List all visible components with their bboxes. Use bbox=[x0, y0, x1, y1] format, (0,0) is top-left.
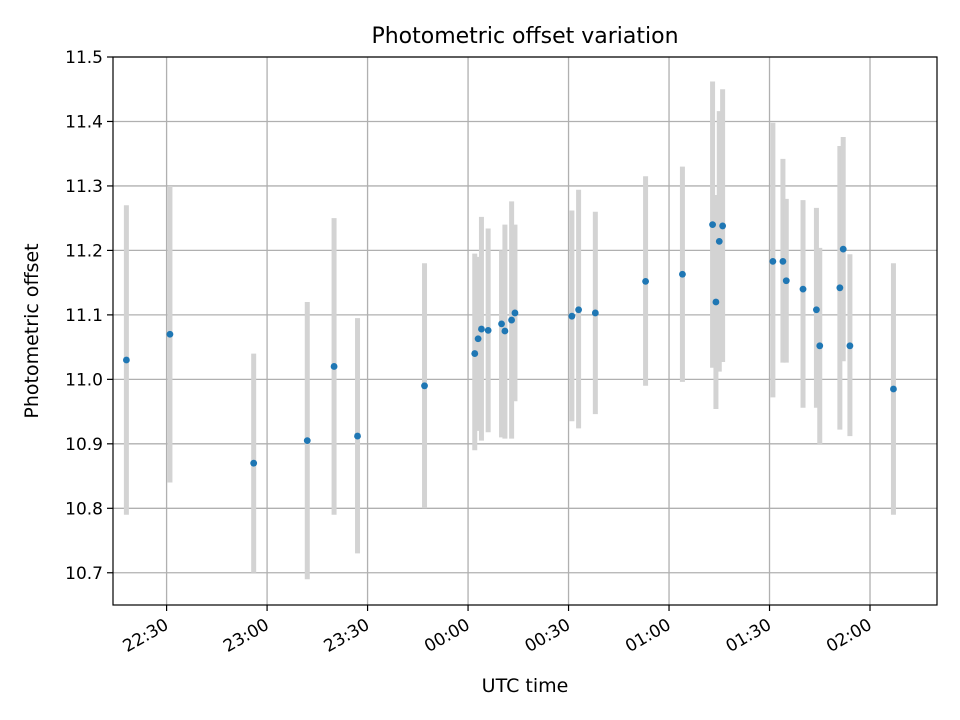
data-points bbox=[122, 221, 897, 467]
data-point bbox=[471, 350, 479, 357]
data-point bbox=[303, 437, 311, 444]
data-point bbox=[166, 330, 174, 338]
data-point bbox=[839, 245, 847, 253]
data-point bbox=[484, 326, 492, 334]
data-point bbox=[478, 325, 485, 333]
y-axis: 10.7 10.8 10.9 11.0 11.1 11.2 11.3 11.4 11.5 bbox=[65, 48, 113, 584]
y-tick-label: 10.8 bbox=[65, 499, 103, 519]
chart-title: Photometric offset variation bbox=[371, 24, 678, 49]
y-tick-label: 10.9 bbox=[65, 435, 103, 455]
data-point bbox=[769, 257, 777, 265]
data-point bbox=[679, 270, 686, 278]
data-point bbox=[779, 257, 787, 265]
data-point bbox=[568, 312, 576, 320]
data-point bbox=[511, 309, 519, 317]
data-point bbox=[715, 237, 723, 245]
data-point bbox=[719, 222, 727, 230]
data-point bbox=[712, 298, 720, 306]
data-point bbox=[421, 382, 428, 390]
y-tick-label: 11.2 bbox=[65, 241, 103, 261]
y-tick-label: 11.4 bbox=[65, 112, 103, 132]
data-point bbox=[846, 342, 854, 350]
plot-frame bbox=[112, 56, 938, 606]
data-point bbox=[836, 284, 844, 292]
data-point bbox=[508, 316, 516, 324]
data-point bbox=[474, 335, 482, 343]
x-axis-label: UTC time bbox=[482, 675, 569, 697]
data-point bbox=[816, 342, 824, 350]
y-tick-label: 11.5 bbox=[65, 48, 103, 68]
data-point bbox=[799, 285, 807, 293]
data-point bbox=[642, 277, 649, 285]
data-point bbox=[498, 320, 505, 328]
data-point bbox=[501, 327, 509, 335]
data-point bbox=[890, 385, 897, 393]
data-point bbox=[250, 459, 258, 467]
y-tick-label: 10.7 bbox=[65, 564, 103, 584]
data-point bbox=[813, 306, 820, 314]
data-point bbox=[782, 277, 790, 285]
data-point bbox=[122, 356, 130, 364]
y-tick-label: 11.1 bbox=[65, 306, 103, 326]
data-point bbox=[354, 432, 361, 440]
data-point bbox=[330, 363, 338, 370]
y-tick-label: 11.3 bbox=[65, 177, 103, 197]
y-axis-label: Photometric offset bbox=[21, 243, 43, 418]
data-point bbox=[709, 221, 716, 229]
data-point bbox=[591, 309, 599, 317]
y-tick-label: 11.0 bbox=[65, 370, 103, 390]
data-point bbox=[575, 306, 582, 314]
